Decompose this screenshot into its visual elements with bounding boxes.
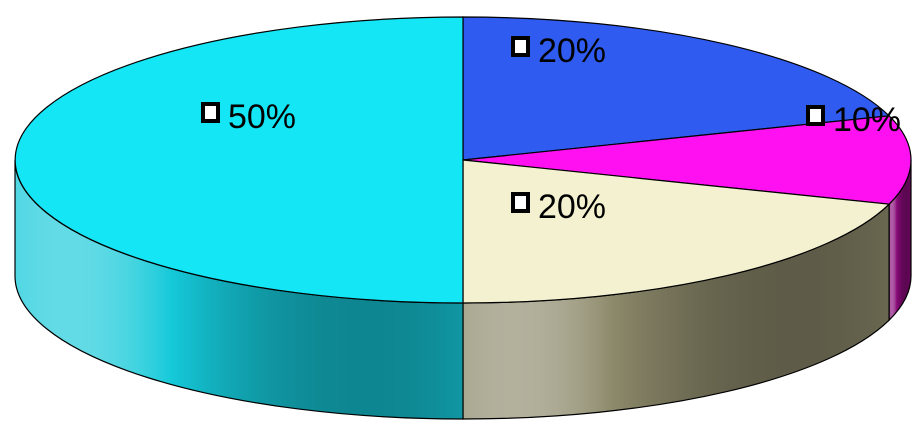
slice-label-1: 10% xyxy=(806,101,901,139)
pie-label-layer: 20% 10% 20% 50% xyxy=(201,32,901,226)
slice-label-0: 20% xyxy=(511,32,606,70)
pie-top-layer xyxy=(14,16,912,304)
slice-label-3: 50% xyxy=(201,98,296,136)
pie-slice-0 xyxy=(462,16,891,161)
slice-label-text-3: 50% xyxy=(228,98,296,136)
slice-label-text-0: 20% xyxy=(538,32,606,70)
label-marker-icon-0 xyxy=(511,36,530,57)
slice-label-text-1: 10% xyxy=(833,101,901,139)
pie-slice-1 xyxy=(462,115,912,205)
pie-slice-3 xyxy=(14,16,464,304)
label-marker-icon-3 xyxy=(201,102,220,123)
label-marker-icon-1 xyxy=(806,105,825,126)
slice-label-2: 20% xyxy=(511,188,606,226)
pie-side-layer xyxy=(14,159,912,420)
pie-slice-2 xyxy=(462,159,891,304)
label-marker-icon-2 xyxy=(511,192,530,213)
slice-label-text-2: 20% xyxy=(538,188,606,226)
